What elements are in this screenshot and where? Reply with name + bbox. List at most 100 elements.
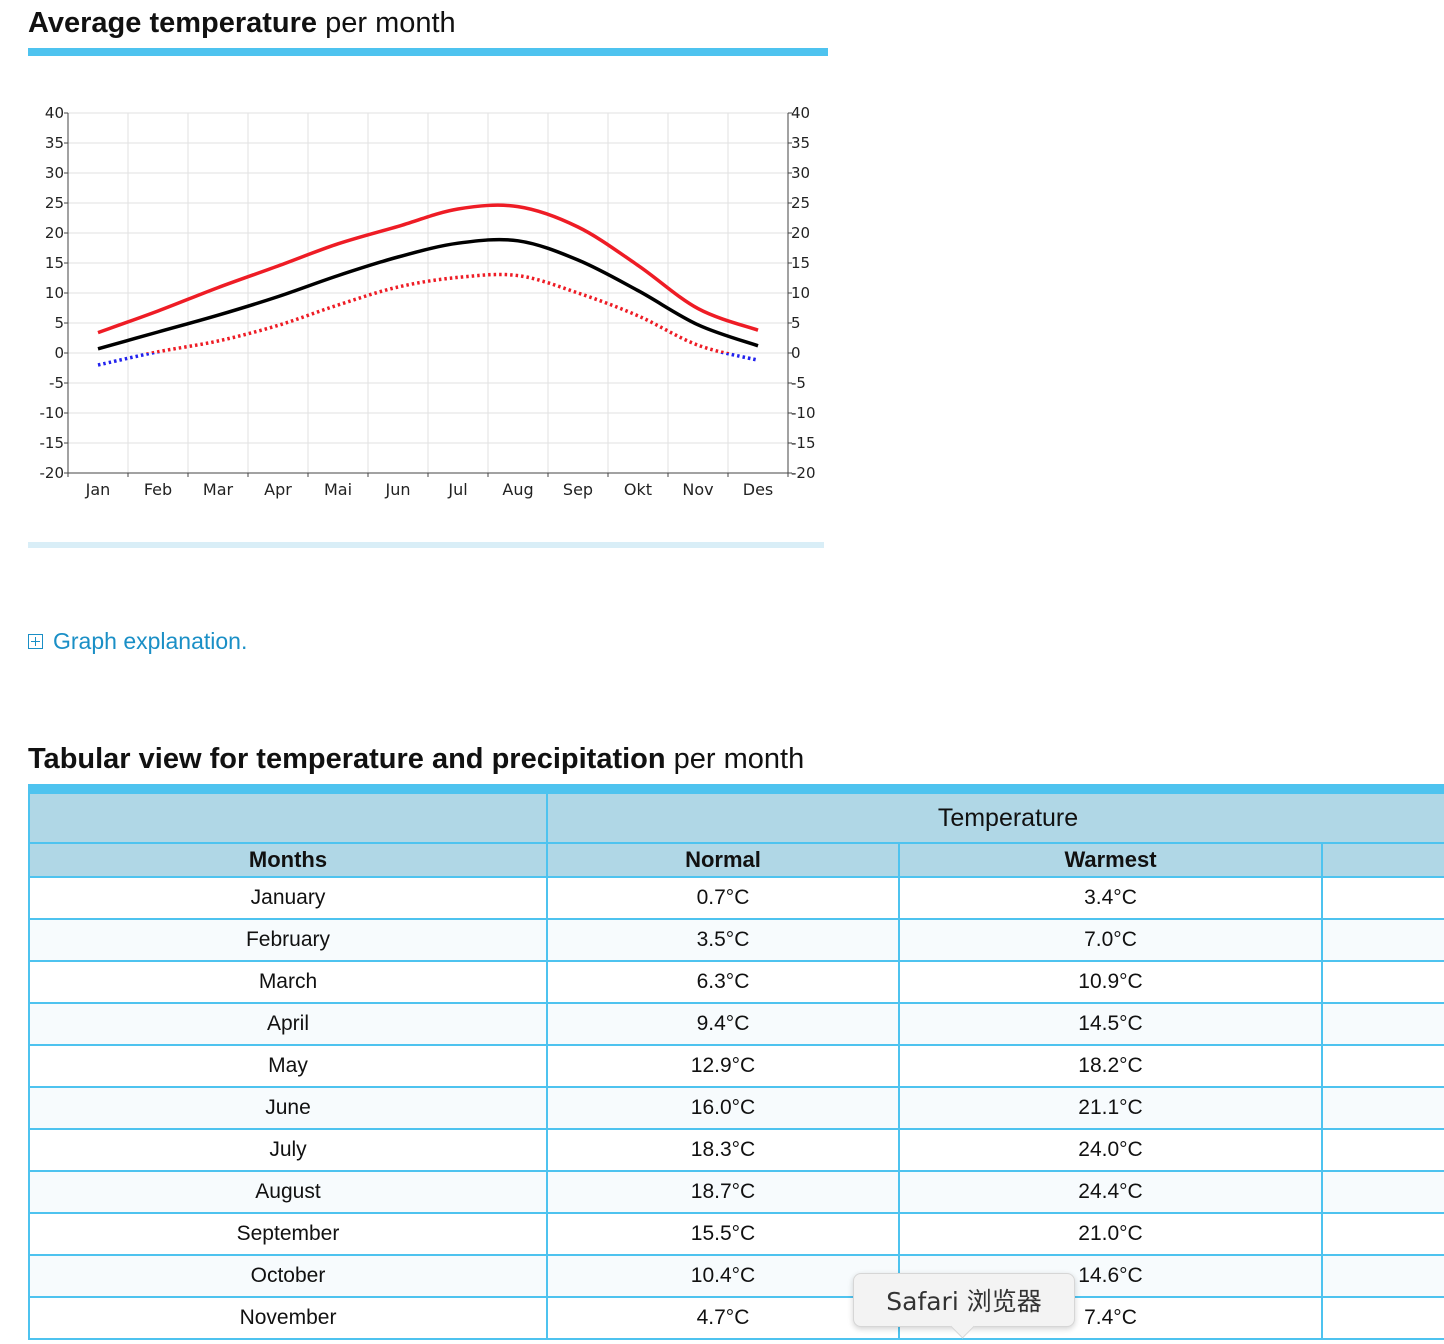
cell-normal: 10.4°C — [546, 1254, 900, 1298]
cell-extra — [1321, 960, 1444, 1004]
table-row: April 9.4°C 14.5°C — [28, 1002, 1444, 1046]
cell-warmest: 21.1°C — [898, 1086, 1323, 1130]
cell-warmest: 24.4°C — [898, 1170, 1323, 1214]
x-tick-label: Mai — [324, 480, 352, 499]
cell-warmest: 14.5°C — [898, 1002, 1323, 1046]
y-tick-label-right: 15 — [791, 254, 810, 272]
table-row: February 3.5°C 7.0°C — [28, 918, 1444, 962]
graph-explanation-label: Graph explanation. — [53, 628, 248, 654]
x-tick-label: Jan — [85, 480, 111, 499]
y-tick-label-left: 25 — [45, 194, 64, 212]
temperature-table-wrapper: Temperature Months Normal Warmest Januar… — [28, 792, 1444, 1340]
y-tick-label-right: 25 — [791, 194, 810, 212]
y-tick-label-right: 10 — [791, 284, 810, 302]
x-tick-label: Sep — [563, 480, 593, 499]
y-tick-label-right: 5 — [791, 314, 801, 332]
section-title-average-temperature: Average temperature per month — [28, 7, 456, 39]
y-tick-label-right: -5 — [791, 374, 806, 392]
cell-extra — [1321, 876, 1444, 920]
cell-normal: 4.7°C — [546, 1296, 900, 1340]
table-row: June 16.0°C 21.1°C — [28, 1086, 1444, 1130]
y-tick-label-left: 10 — [45, 284, 64, 302]
y-tick-label-left: -15 — [40, 434, 65, 452]
x-tick-label: Nov — [682, 480, 713, 499]
temperature-chart: 40 40 35 35 30 30 25 25 20 20 15 15 10 10 5 5 0 0 -5 -5 -10 -… — [28, 90, 828, 520]
x-tick-label: Des — [743, 480, 774, 499]
cell-month: August — [28, 1170, 548, 1214]
y-tick-label-right: 40 — [791, 104, 810, 122]
y-tick-label-left: 5 — [54, 314, 64, 332]
cell-month: April — [28, 1002, 548, 1046]
section-title-tabular-view: Tabular view for temperature and precipi… — [28, 743, 805, 775]
table-row: March 6.3°C 10.9°C — [28, 960, 1444, 1004]
x-tick-label: Feb — [144, 480, 172, 499]
group-header-temperature: Temperature — [546, 792, 1444, 844]
cell-month: September — [28, 1212, 548, 1256]
cell-month: May — [28, 1044, 548, 1088]
cell-normal: 0.7°C — [546, 876, 900, 920]
table-row: July 18.3°C 24.0°C — [28, 1128, 1444, 1172]
cell-extra — [1321, 1170, 1444, 1214]
cell-month: July — [28, 1128, 548, 1172]
cell-extra — [1321, 1002, 1444, 1046]
cell-normal: 12.9°C — [546, 1044, 900, 1088]
group-header-empty — [28, 792, 548, 844]
x-tick-label: Apr — [264, 480, 292, 499]
table-title-underline — [28, 784, 1444, 792]
cell-normal: 9.4°C — [546, 1002, 900, 1046]
cell-month: November — [28, 1296, 548, 1340]
x-tick-label: Jun — [385, 480, 411, 499]
cell-month: October — [28, 1254, 548, 1298]
y-tick-label-right: 20 — [791, 224, 810, 242]
y-tick-label-right: -15 — [791, 434, 816, 452]
cell-month: March — [28, 960, 548, 1004]
y-tick-label-right: -10 — [791, 404, 816, 422]
column-header-months: Months — [28, 842, 548, 878]
title-underline — [28, 48, 828, 56]
table-row: May 12.9°C 18.2°C — [28, 1044, 1444, 1088]
cell-normal: 16.0°C — [546, 1086, 900, 1130]
y-tick-label-left: -10 — [40, 404, 65, 422]
x-tick-label: Jul — [447, 480, 467, 499]
cell-normal: 6.3°C — [546, 960, 900, 1004]
y-tick-label-left: 0 — [54, 344, 64, 362]
y-tick-label-left: -5 — [49, 374, 64, 392]
cell-extra — [1321, 1044, 1444, 1088]
cell-warmest: 7.0°C — [898, 918, 1323, 962]
y-tick-label-right: 30 — [791, 164, 810, 182]
y-tick-label-right: -20 — [791, 464, 816, 482]
tooltip: Safari 浏览器 — [853, 1273, 1075, 1327]
table-row: August 18.7°C 24.4°C — [28, 1170, 1444, 1214]
cell-warmest: 21.0°C — [898, 1212, 1323, 1256]
column-header-warmest: Warmest — [898, 842, 1323, 878]
x-tick-label: Aug — [502, 480, 533, 499]
cell-normal: 18.3°C — [546, 1128, 900, 1172]
y-tick-label-right: 35 — [791, 134, 810, 152]
temperature-table: Temperature Months Normal Warmest Januar… — [28, 792, 1444, 1340]
table-row: October 10.4°C 14.6°C — [28, 1254, 1444, 1298]
cell-warmest: 10.9°C — [898, 960, 1323, 1004]
x-tick-label: Okt — [624, 480, 652, 499]
table-row: September 15.5°C 21.0°C — [28, 1212, 1444, 1256]
series-line-1 — [97, 237, 759, 351]
graph-explanation-toggle[interactable]: Graph explanation. — [28, 628, 247, 655]
y-tick-label-left: 40 — [45, 104, 64, 122]
chart-divider — [28, 542, 824, 548]
table-row: November 4.7°C 7.4°C — [28, 1296, 1444, 1340]
cell-warmest: 24.0°C — [898, 1128, 1323, 1172]
y-tick-label-left: 20 — [45, 224, 64, 242]
y-tick-label-left: 15 — [45, 254, 64, 272]
table-row: January 0.7°C 3.4°C — [28, 876, 1444, 920]
cell-extra — [1321, 1212, 1444, 1256]
y-tick-label-left: 30 — [45, 164, 64, 182]
y-tick-label-right: 0 — [791, 344, 801, 362]
cell-month: January — [28, 876, 548, 920]
x-tick-label: Mar — [203, 480, 234, 499]
cell-extra — [1321, 1296, 1444, 1340]
y-tick-label-left: 35 — [45, 134, 64, 152]
series-line-0 — [97, 203, 759, 335]
expand-plus-icon — [28, 634, 43, 649]
cell-normal: 15.5°C — [546, 1212, 900, 1256]
temperature-chart-svg: 40 40 35 35 30 30 25 25 20 20 15 15 10 10 5 5 0 0 -5 -5 -10 -… — [40, 104, 816, 499]
cell-warmest: 3.4°C — [898, 876, 1323, 920]
